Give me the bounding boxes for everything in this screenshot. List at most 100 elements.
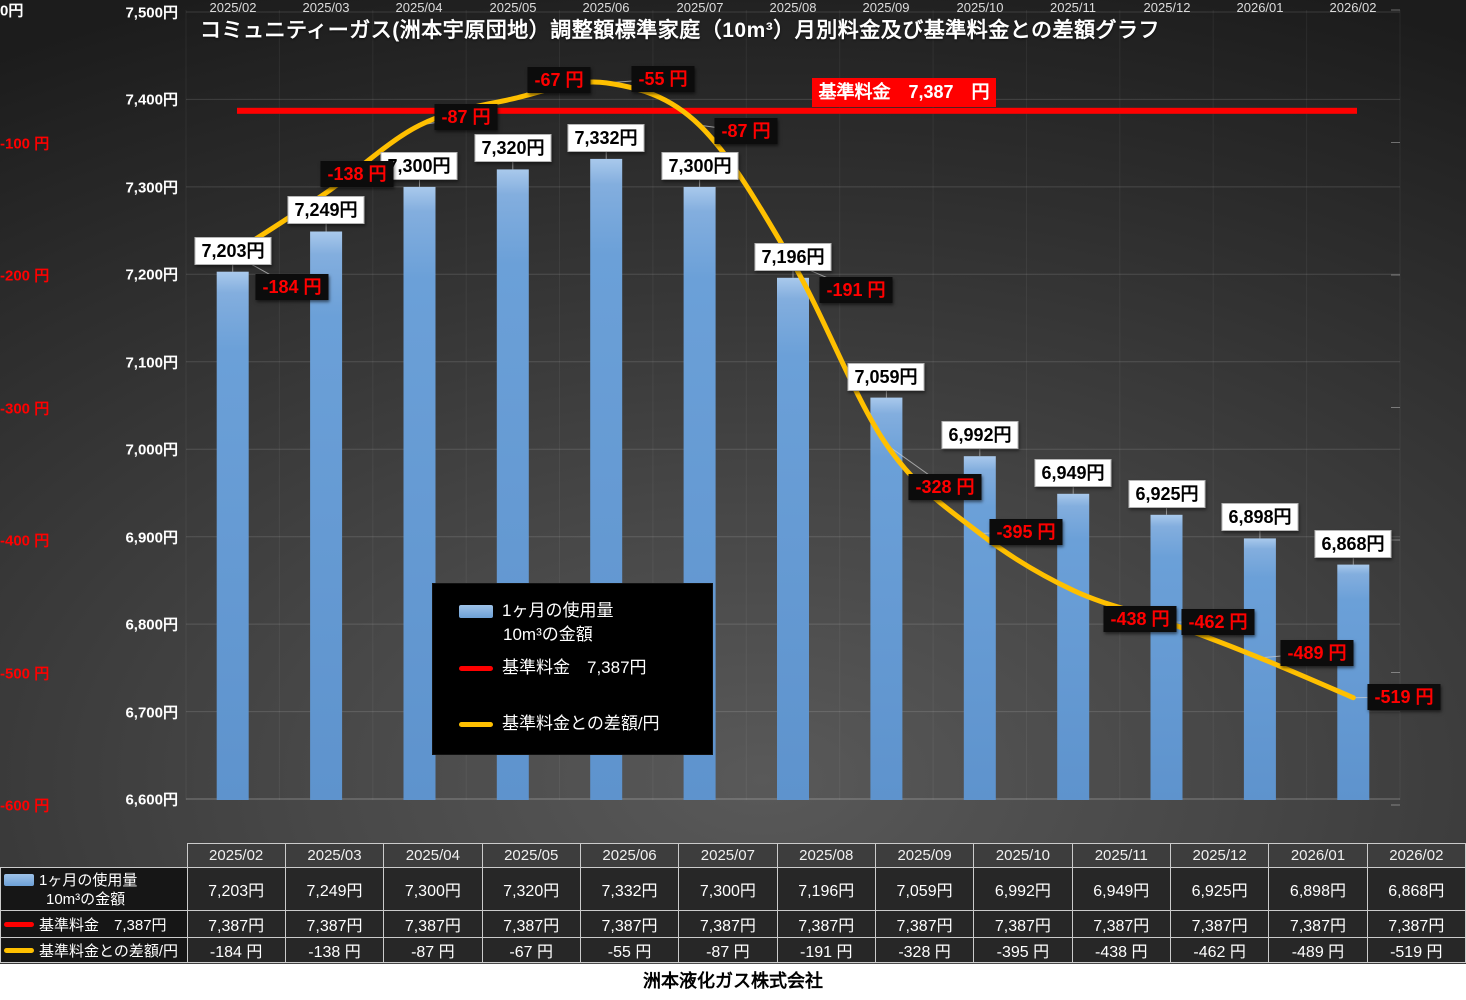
table-row-label-diff: 基準料金との差額/円 — [0, 937, 188, 963]
legend-base-label: 基準料金 7,387円 — [502, 658, 647, 677]
diff-value-label: -138 円 — [320, 161, 394, 187]
y-axis-label: 6,800円 — [125, 616, 178, 634]
table-cell: 7,203円 — [186, 867, 286, 911]
bar-value-label: 7,203円 — [194, 237, 272, 265]
table-cell: 7,387円 — [579, 910, 680, 938]
table-cell: 7,387円 — [284, 910, 385, 938]
y-axis-label: 7,300円 — [125, 179, 178, 197]
table-cell: -191 円 — [776, 937, 876, 963]
table-cell: 7,387円 — [973, 910, 1073, 938]
table-cell: 7,387円 — [186, 910, 286, 938]
legend-diff-label: 基準料金との差額/円 — [502, 714, 660, 733]
y-axis-label: 7,000円 — [125, 441, 178, 459]
table-cell: 6,949円 — [1071, 867, 1171, 911]
bar-swatch-icon — [459, 604, 493, 618]
table-column-header: 2026/02 — [1366, 843, 1466, 868]
bar-value-label: 7,059円 — [847, 363, 925, 391]
table-cell: -55 円 — [579, 937, 680, 963]
x-axis-label: 2025/08 — [769, 0, 817, 15]
x-axis-label: 2025/10 — [956, 0, 1004, 15]
table-cell: 7,387円 — [481, 910, 581, 938]
table-cell: 6,868円 — [1366, 867, 1466, 911]
table-cell: 7,387円 — [1268, 910, 1368, 938]
table-cell: 7,300円 — [383, 867, 483, 911]
table-column-header: 2025/06 — [579, 843, 680, 868]
bar-value-label: 7,320円 — [474, 134, 552, 162]
table-column-header: 2025/10 — [973, 843, 1073, 868]
table-cell: 7,249円 — [284, 867, 385, 911]
yellow-line-swatch-icon — [459, 721, 493, 727]
table-cell: -184 円 — [186, 937, 286, 963]
x-axis-label: 2026/02 — [1329, 0, 1377, 15]
table-row-label-usage: 1ヶ月の使用量 10m³の金額 — [0, 867, 188, 911]
table-cell: -438 円 — [1071, 937, 1171, 963]
x-axis-label: 2025/09 — [862, 0, 910, 15]
table-cell: 6,898円 — [1268, 867, 1368, 911]
table-column-header: 2025/12 — [1169, 843, 1270, 868]
baseline-label: 基準料金 7,387 円 — [812, 78, 996, 107]
diff-value-label: -191 円 — [819, 277, 893, 303]
table-cell: 7,387円 — [383, 910, 483, 938]
right-axis-label: -400 円 — [0, 532, 50, 550]
table-cell: -489 円 — [1268, 937, 1368, 963]
company-name: 洲本液化ガス株式会社 — [0, 964, 1466, 1000]
diff-value-label: -519 円 — [1367, 684, 1441, 710]
table-cell: 7,059円 — [874, 867, 975, 911]
table-column-header: 2025/05 — [481, 843, 581, 868]
bar-value-label: 7,300円 — [661, 152, 739, 180]
bar-value-label: 6,949円 — [1034, 459, 1112, 487]
table-cell: 7,196円 — [776, 867, 876, 911]
table-cell: 7,387円 — [678, 910, 778, 938]
y-axis-label: 6,900円 — [125, 529, 178, 547]
right-axis-label: -200 円 — [0, 267, 50, 285]
legend-usage-label-line1: 1ヶ月の使用量 — [502, 601, 614, 620]
table-column-header: 2025/03 — [284, 843, 385, 868]
table-cell: -519 円 — [1366, 937, 1466, 963]
table-cell: 7,387円 — [776, 910, 876, 938]
diff-value-label: -328 円 — [908, 474, 982, 500]
diff-value-label: -462 円 — [1181, 609, 1255, 635]
bar-value-label: 6,898円 — [1221, 503, 1299, 531]
bar-value-label: 6,868円 — [1314, 530, 1392, 558]
table-cell: -462 円 — [1169, 937, 1270, 963]
table-cell: 7,387円 — [874, 910, 975, 938]
bar-value-label: 6,992円 — [941, 421, 1019, 449]
y-axis-label: 7,400円 — [125, 91, 178, 109]
table-cell: -138 円 — [284, 937, 385, 963]
diff-value-label: -67 円 — [527, 67, 591, 93]
table-cell: 6,925円 — [1169, 867, 1270, 911]
right-axis-label: -100 円 — [0, 135, 50, 153]
right-axis-label: 0円 — [0, 2, 24, 20]
table-column-header: 2026/01 — [1268, 843, 1368, 868]
legend-usage-label-line2: 10m³の金額 — [503, 625, 593, 644]
diff-value-label: -87 円 — [434, 104, 498, 130]
table-cell: 7,387円 — [1071, 910, 1171, 938]
table-column-header: 2025/09 — [874, 843, 975, 868]
diff-value-label: -55 円 — [631, 66, 695, 92]
x-axis-label: 2025/06 — [582, 0, 630, 15]
y-axis-label: 6,700円 — [125, 704, 178, 722]
legend: 1ヶ月の使用量 10m³の金額 基準料金 7,387円 基準料金との差額/円 — [433, 584, 712, 754]
table-cell: 7,320円 — [481, 867, 581, 911]
y-axis-label: 6,600円 — [125, 791, 178, 809]
x-axis-label: 2026/01 — [1236, 0, 1284, 15]
table-cell: -67 円 — [481, 937, 581, 963]
yellow-line-swatch-icon — [4, 947, 34, 953]
bar-value-label: 7,196円 — [754, 243, 832, 271]
right-axis-label: -600 円 — [0, 797, 50, 815]
x-axis-label: 2025/07 — [676, 0, 724, 15]
right-axis-label: -500 円 — [0, 665, 50, 683]
x-axis-label: 2025/11 — [1049, 0, 1097, 15]
table-cell: -395 円 — [973, 937, 1073, 963]
table-row-label-base: 基準料金 7,387円 — [0, 910, 188, 938]
y-axis-label: 7,200円 — [125, 266, 178, 284]
legend-item-base: 基準料金 7,387円 — [459, 656, 712, 680]
diff-value-label: -438 円 — [1103, 606, 1177, 632]
diff-value-label: -489 円 — [1280, 640, 1354, 666]
table-column-header: 2025/08 — [776, 843, 876, 868]
x-axis-label: 2025/04 — [395, 0, 443, 15]
x-axis-label: 2025/02 — [209, 0, 257, 15]
red-line-swatch-icon — [459, 665, 493, 671]
table-cell: 7,387円 — [1169, 910, 1270, 938]
